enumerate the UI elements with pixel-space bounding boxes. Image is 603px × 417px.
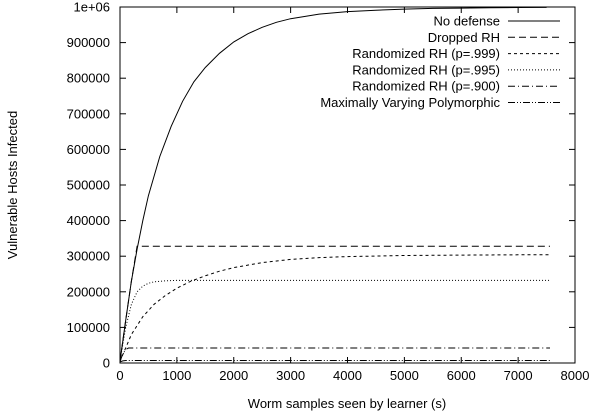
x-tick-label: 1000 (162, 368, 191, 383)
series-line (119, 279, 550, 362)
x-tick-label: 5000 (390, 368, 419, 383)
legend-label: Randomized RH (p=.995) (352, 62, 500, 77)
x-tick-label: 3000 (276, 368, 305, 383)
x-tick-label: 4000 (333, 368, 362, 383)
series-line (119, 245, 550, 362)
legend-label: Dropped RH (428, 30, 500, 45)
x-tick-label: 2000 (219, 368, 248, 383)
x-tick-label: 7000 (504, 368, 533, 383)
series-line (119, 254, 550, 362)
plot-frame (119, 6, 576, 364)
series-line (119, 6, 547, 362)
series-line (119, 347, 550, 362)
y-tick-label: 100000 (67, 320, 110, 335)
y-tick-label: 600000 (67, 142, 110, 157)
series-lines (119, 6, 550, 363)
y-tick-label: 500000 (67, 178, 110, 193)
series-line (119, 360, 550, 363)
y-tick-label: 200000 (67, 284, 110, 299)
y-tick-label: 700000 (67, 106, 110, 121)
y-axis-label: Vulnerable Hosts Infected (5, 111, 20, 259)
y-tick-label: 300000 (67, 249, 110, 264)
x-axis-label: Worm samples seen by learner (s) (248, 396, 446, 411)
y-tick-label: 0 (103, 356, 110, 371)
x-tick-label: 0 (116, 368, 123, 383)
y-tick-label: 800000 (67, 71, 110, 86)
y-tick-label: 900000 (67, 35, 110, 50)
legend-label: Randomized RH (p=.999) (352, 46, 500, 61)
legend-label: Maximally Varying Polymorphic (320, 95, 500, 110)
legend-label: Randomized RH (p=.900) (352, 79, 500, 94)
ticks: 0 1000 2000 3000 4000 5000 6000 7000 8000 0 100000… (67, 0, 590, 383)
y-tick-label: 1e+06 (73, 0, 110, 15)
x-tick-label: 8000 (561, 368, 590, 383)
y-tick-label: 400000 (67, 213, 110, 228)
x-tick-label: 6000 (447, 368, 476, 383)
legend-label: No defense (434, 14, 501, 29)
